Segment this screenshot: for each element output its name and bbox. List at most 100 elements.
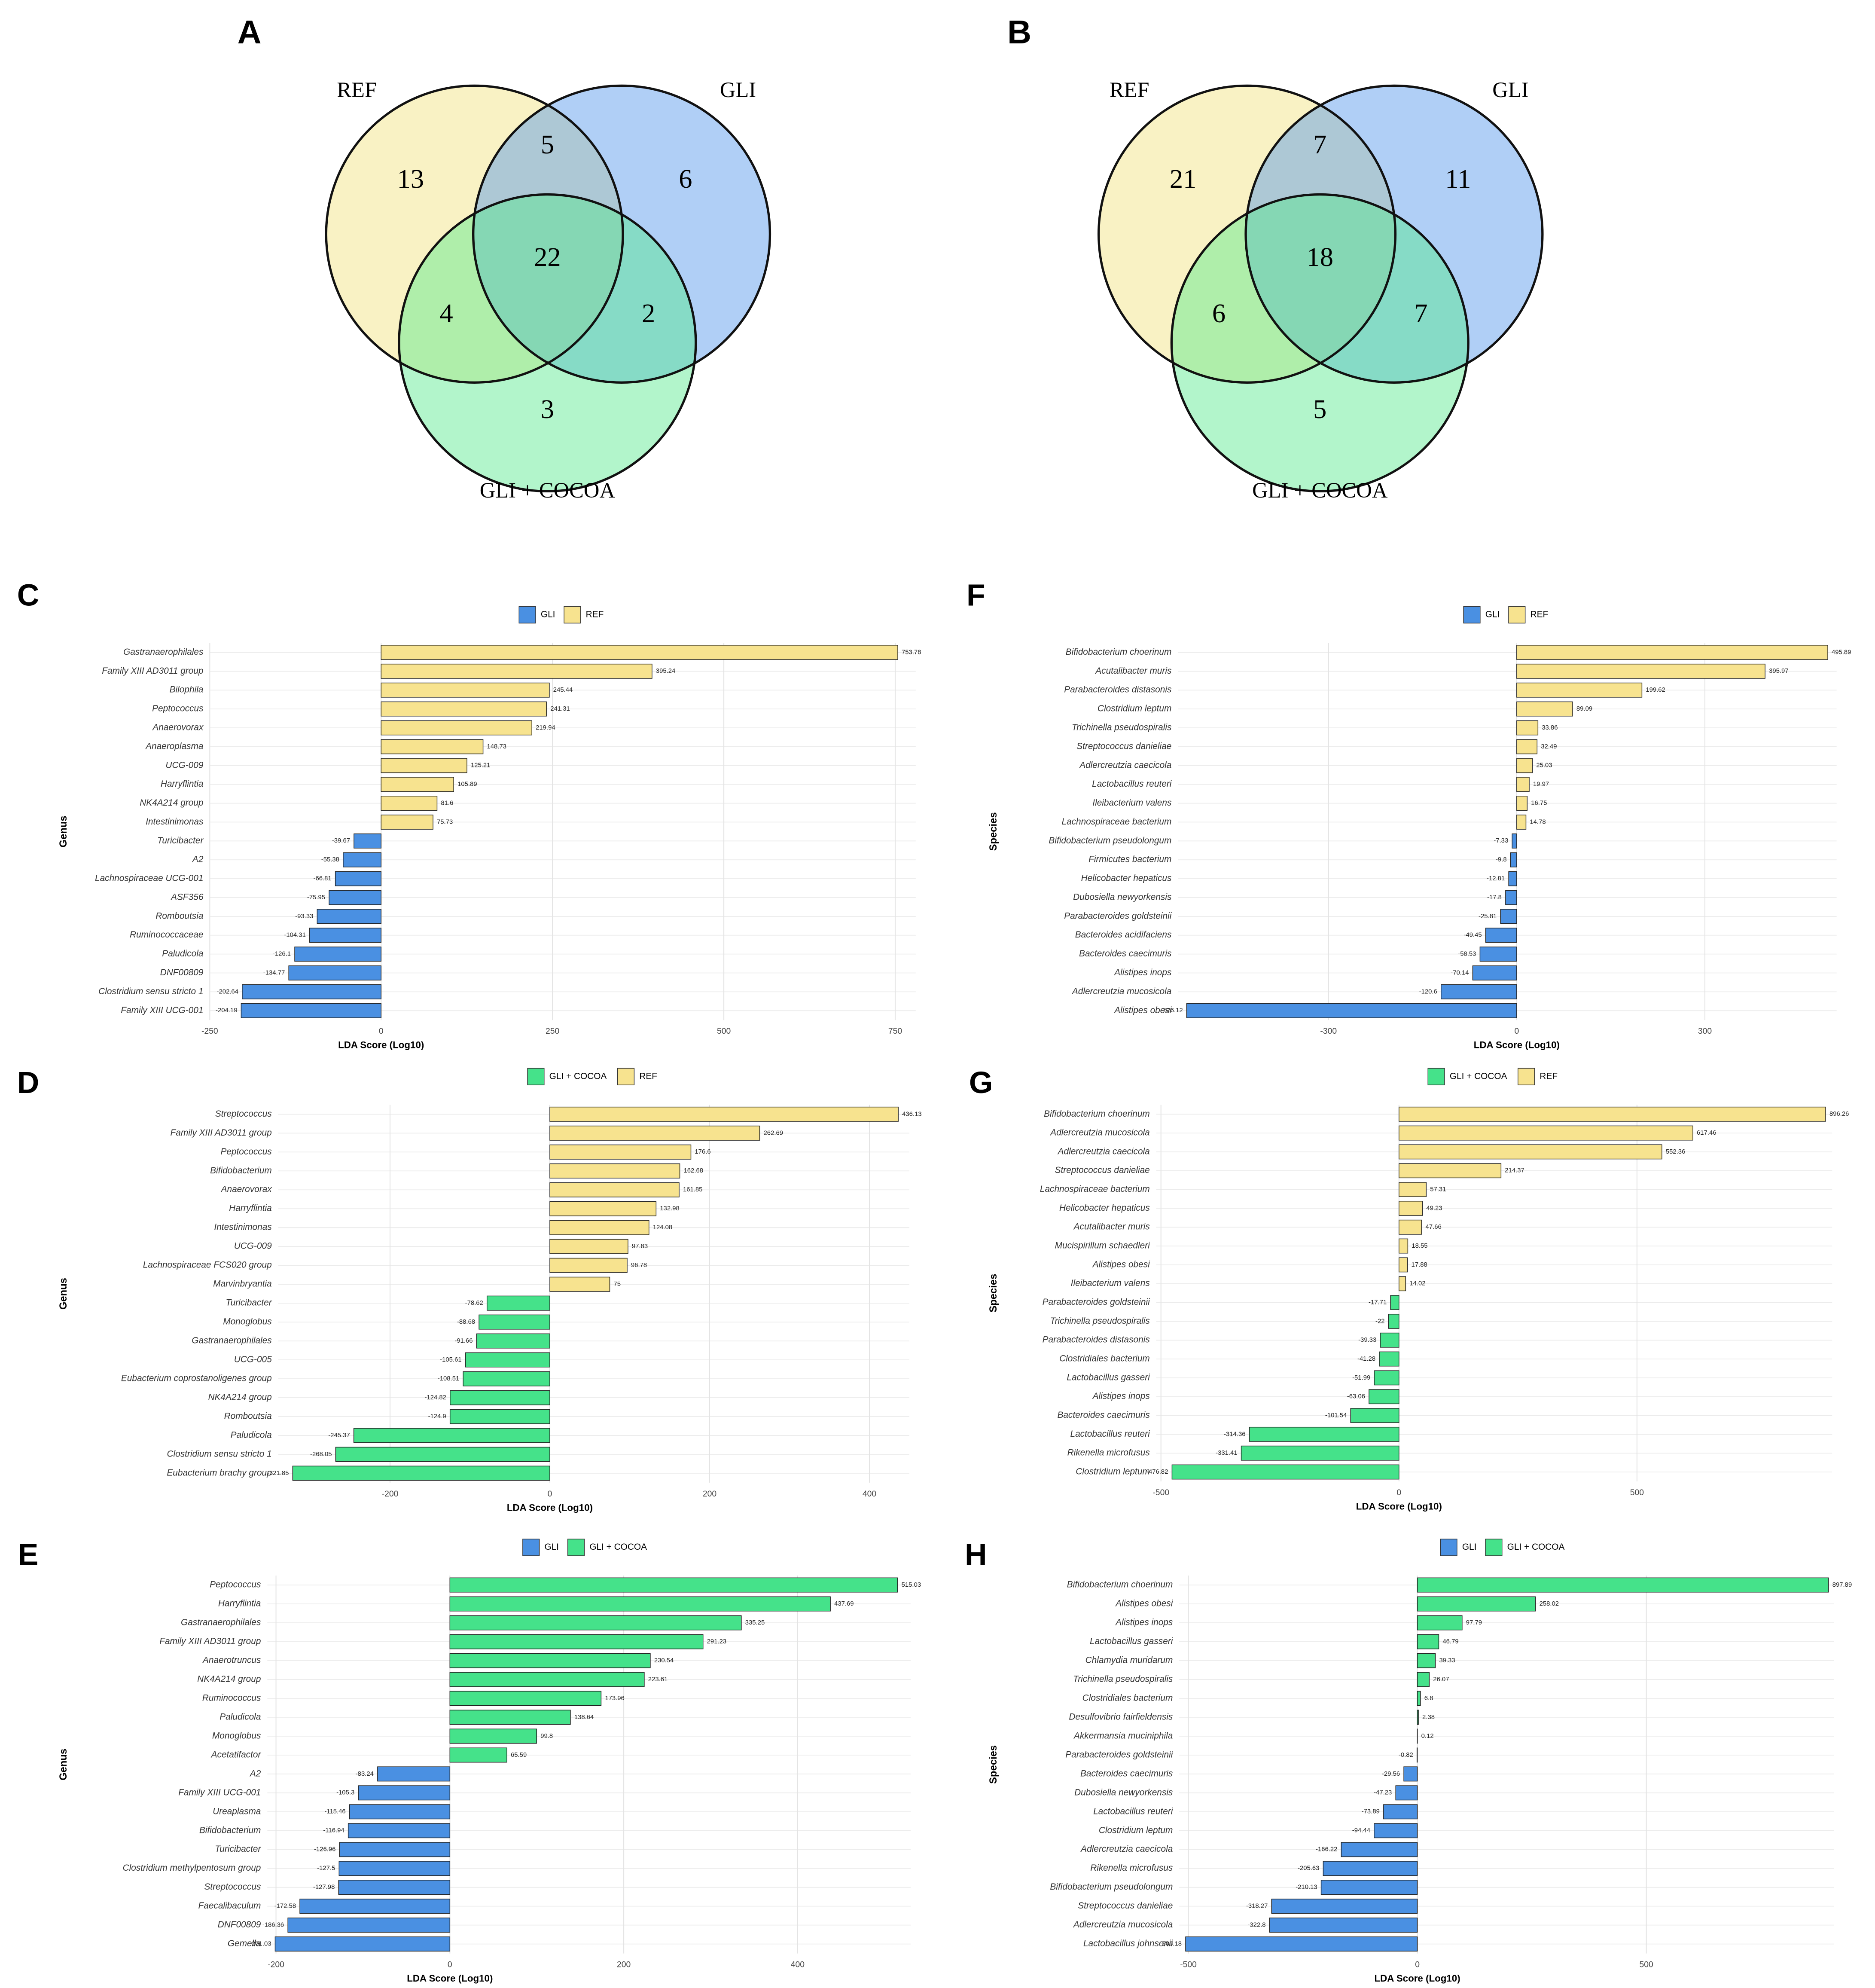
x-tick-label: 0 <box>1514 1026 1519 1036</box>
bar <box>549 1163 680 1179</box>
value-label: -88.68 <box>457 1319 475 1325</box>
category-label: Streptococcus danieliae <box>1055 1165 1150 1175</box>
category-label: Adlercreutzia caecicola <box>1079 760 1171 770</box>
bar <box>1271 1899 1418 1914</box>
category-label: Ruminococcus <box>202 1693 261 1703</box>
category-label: Adlercreutzia mucosicola <box>1049 1128 1150 1138</box>
category-label: Dubosiella newyorkensis <box>1073 892 1171 902</box>
category-label: Family XIII AD3011 group <box>159 1636 261 1646</box>
venn-region-count: 21 <box>1170 164 1197 194</box>
category-label: Streptococcus <box>215 1109 272 1119</box>
category-label: Gastranaerophilales <box>181 1618 261 1628</box>
bar <box>335 871 381 886</box>
category-label: Ileibacterium valens <box>1092 798 1171 808</box>
bar <box>449 1710 571 1725</box>
legend-swatch <box>617 1068 635 1085</box>
value-label: 96.78 <box>631 1262 647 1269</box>
bar <box>1388 1313 1399 1329</box>
value-label: 99.8 <box>540 1733 553 1740</box>
category-label: Lactobacillus johnsonii <box>1083 1939 1174 1948</box>
bar <box>1516 796 1528 811</box>
value-label: 552.36 <box>1666 1148 1686 1155</box>
venn-region-count: 22 <box>534 242 561 272</box>
x-tick-label: 0 <box>1396 1488 1401 1497</box>
value-label: 262.69 <box>764 1130 783 1136</box>
category-label: Eubacterium coprostanoligenes group <box>121 1374 272 1383</box>
category-label: Streptococcus <box>204 1882 261 1892</box>
value-label: 75.73 <box>437 818 453 825</box>
value-label: -476.82 <box>1146 1469 1168 1475</box>
bar <box>1399 1125 1693 1141</box>
venn-set-label: REF <box>1110 78 1149 102</box>
value-label: -126.96 <box>314 1846 335 1853</box>
value-label: -201.03 <box>250 1941 271 1948</box>
venn-circle <box>399 194 696 492</box>
category-label: Alistipes inops <box>1092 1391 1150 1401</box>
value-label: -322.8 <box>1247 1922 1265 1929</box>
bar <box>377 1766 451 1782</box>
bar <box>329 890 381 905</box>
y-axis-title: Species <box>988 1745 999 1784</box>
bar <box>549 1106 899 1122</box>
bar <box>549 1220 649 1235</box>
category-label: Streptococcus danieliae <box>1078 1901 1173 1911</box>
value-label: -120.6 <box>1419 988 1437 995</box>
bar <box>449 1409 550 1424</box>
legend-swatch <box>1518 1068 1535 1085</box>
category-label: Bifidobacterium choerinum <box>1066 647 1172 657</box>
venn-circle <box>326 86 623 383</box>
bar <box>1417 1577 1829 1593</box>
category-label: Dubosiella newyorkensis <box>1074 1787 1173 1797</box>
bar <box>1417 1710 1419 1725</box>
category-label: Paludicola <box>220 1712 261 1722</box>
x-tick-label: 300 <box>1698 1026 1712 1036</box>
bar <box>381 814 433 830</box>
bar <box>1171 1464 1399 1480</box>
panel-letter: B <box>1007 14 1031 51</box>
bar <box>1516 758 1533 773</box>
bar <box>348 1823 451 1838</box>
bar <box>274 1936 451 1952</box>
category-label: Family XIII AD3011 group <box>171 1128 272 1138</box>
venn-circle <box>1171 194 1469 492</box>
category-label: Anaeroplasma <box>145 741 203 751</box>
bar <box>549 1201 657 1216</box>
category-label: Streptococcus danieliae <box>1076 741 1171 751</box>
value-label: 896.26 <box>1829 1111 1849 1118</box>
bar <box>1374 1823 1418 1838</box>
category-label: Romboutsia <box>155 911 203 921</box>
venn-set-label: GLI + COCOA <box>1252 478 1388 502</box>
category-label: Lachnospiraceae bacterium <box>1040 1184 1150 1194</box>
category-label: Peptococcus <box>210 1580 261 1590</box>
value-label: 47.66 <box>1426 1224 1442 1231</box>
category-label: Lachnospiraceae UCG-001 <box>95 873 203 883</box>
value-label: -202.64 <box>217 988 238 995</box>
panel-letter: D <box>17 1066 40 1100</box>
bar <box>1516 645 1828 660</box>
x-tick-label: 0 <box>379 1026 384 1036</box>
bar <box>1269 1918 1418 1933</box>
venn-outline <box>1170 193 1470 493</box>
bar <box>1516 814 1527 830</box>
bar <box>1399 1106 1826 1122</box>
category-label: Adlercreutzia mucosicola <box>1071 986 1172 996</box>
category-label: Harryflintia <box>161 779 204 789</box>
value-label: -22 <box>1375 1318 1385 1325</box>
value-label: 437.69 <box>834 1600 854 1607</box>
bar <box>1441 984 1517 999</box>
bar <box>1185 1936 1418 1952</box>
bar <box>449 1653 651 1668</box>
value-label: -318.27 <box>1246 1903 1268 1910</box>
bar <box>381 739 484 754</box>
category-label: NK4A214 group <box>140 798 203 808</box>
venn-outline <box>398 193 697 493</box>
bar <box>1417 1691 1421 1706</box>
bar <box>1383 1804 1418 1820</box>
value-label: 214.37 <box>1505 1167 1524 1174</box>
bar <box>343 852 381 867</box>
category-label: Ileibacterium valens <box>1071 1278 1150 1288</box>
legend-label: GLI <box>1462 1542 1477 1552</box>
bar <box>1500 909 1517 924</box>
panel-letter: F <box>966 578 985 612</box>
value-label: 17.88 <box>1412 1261 1427 1268</box>
